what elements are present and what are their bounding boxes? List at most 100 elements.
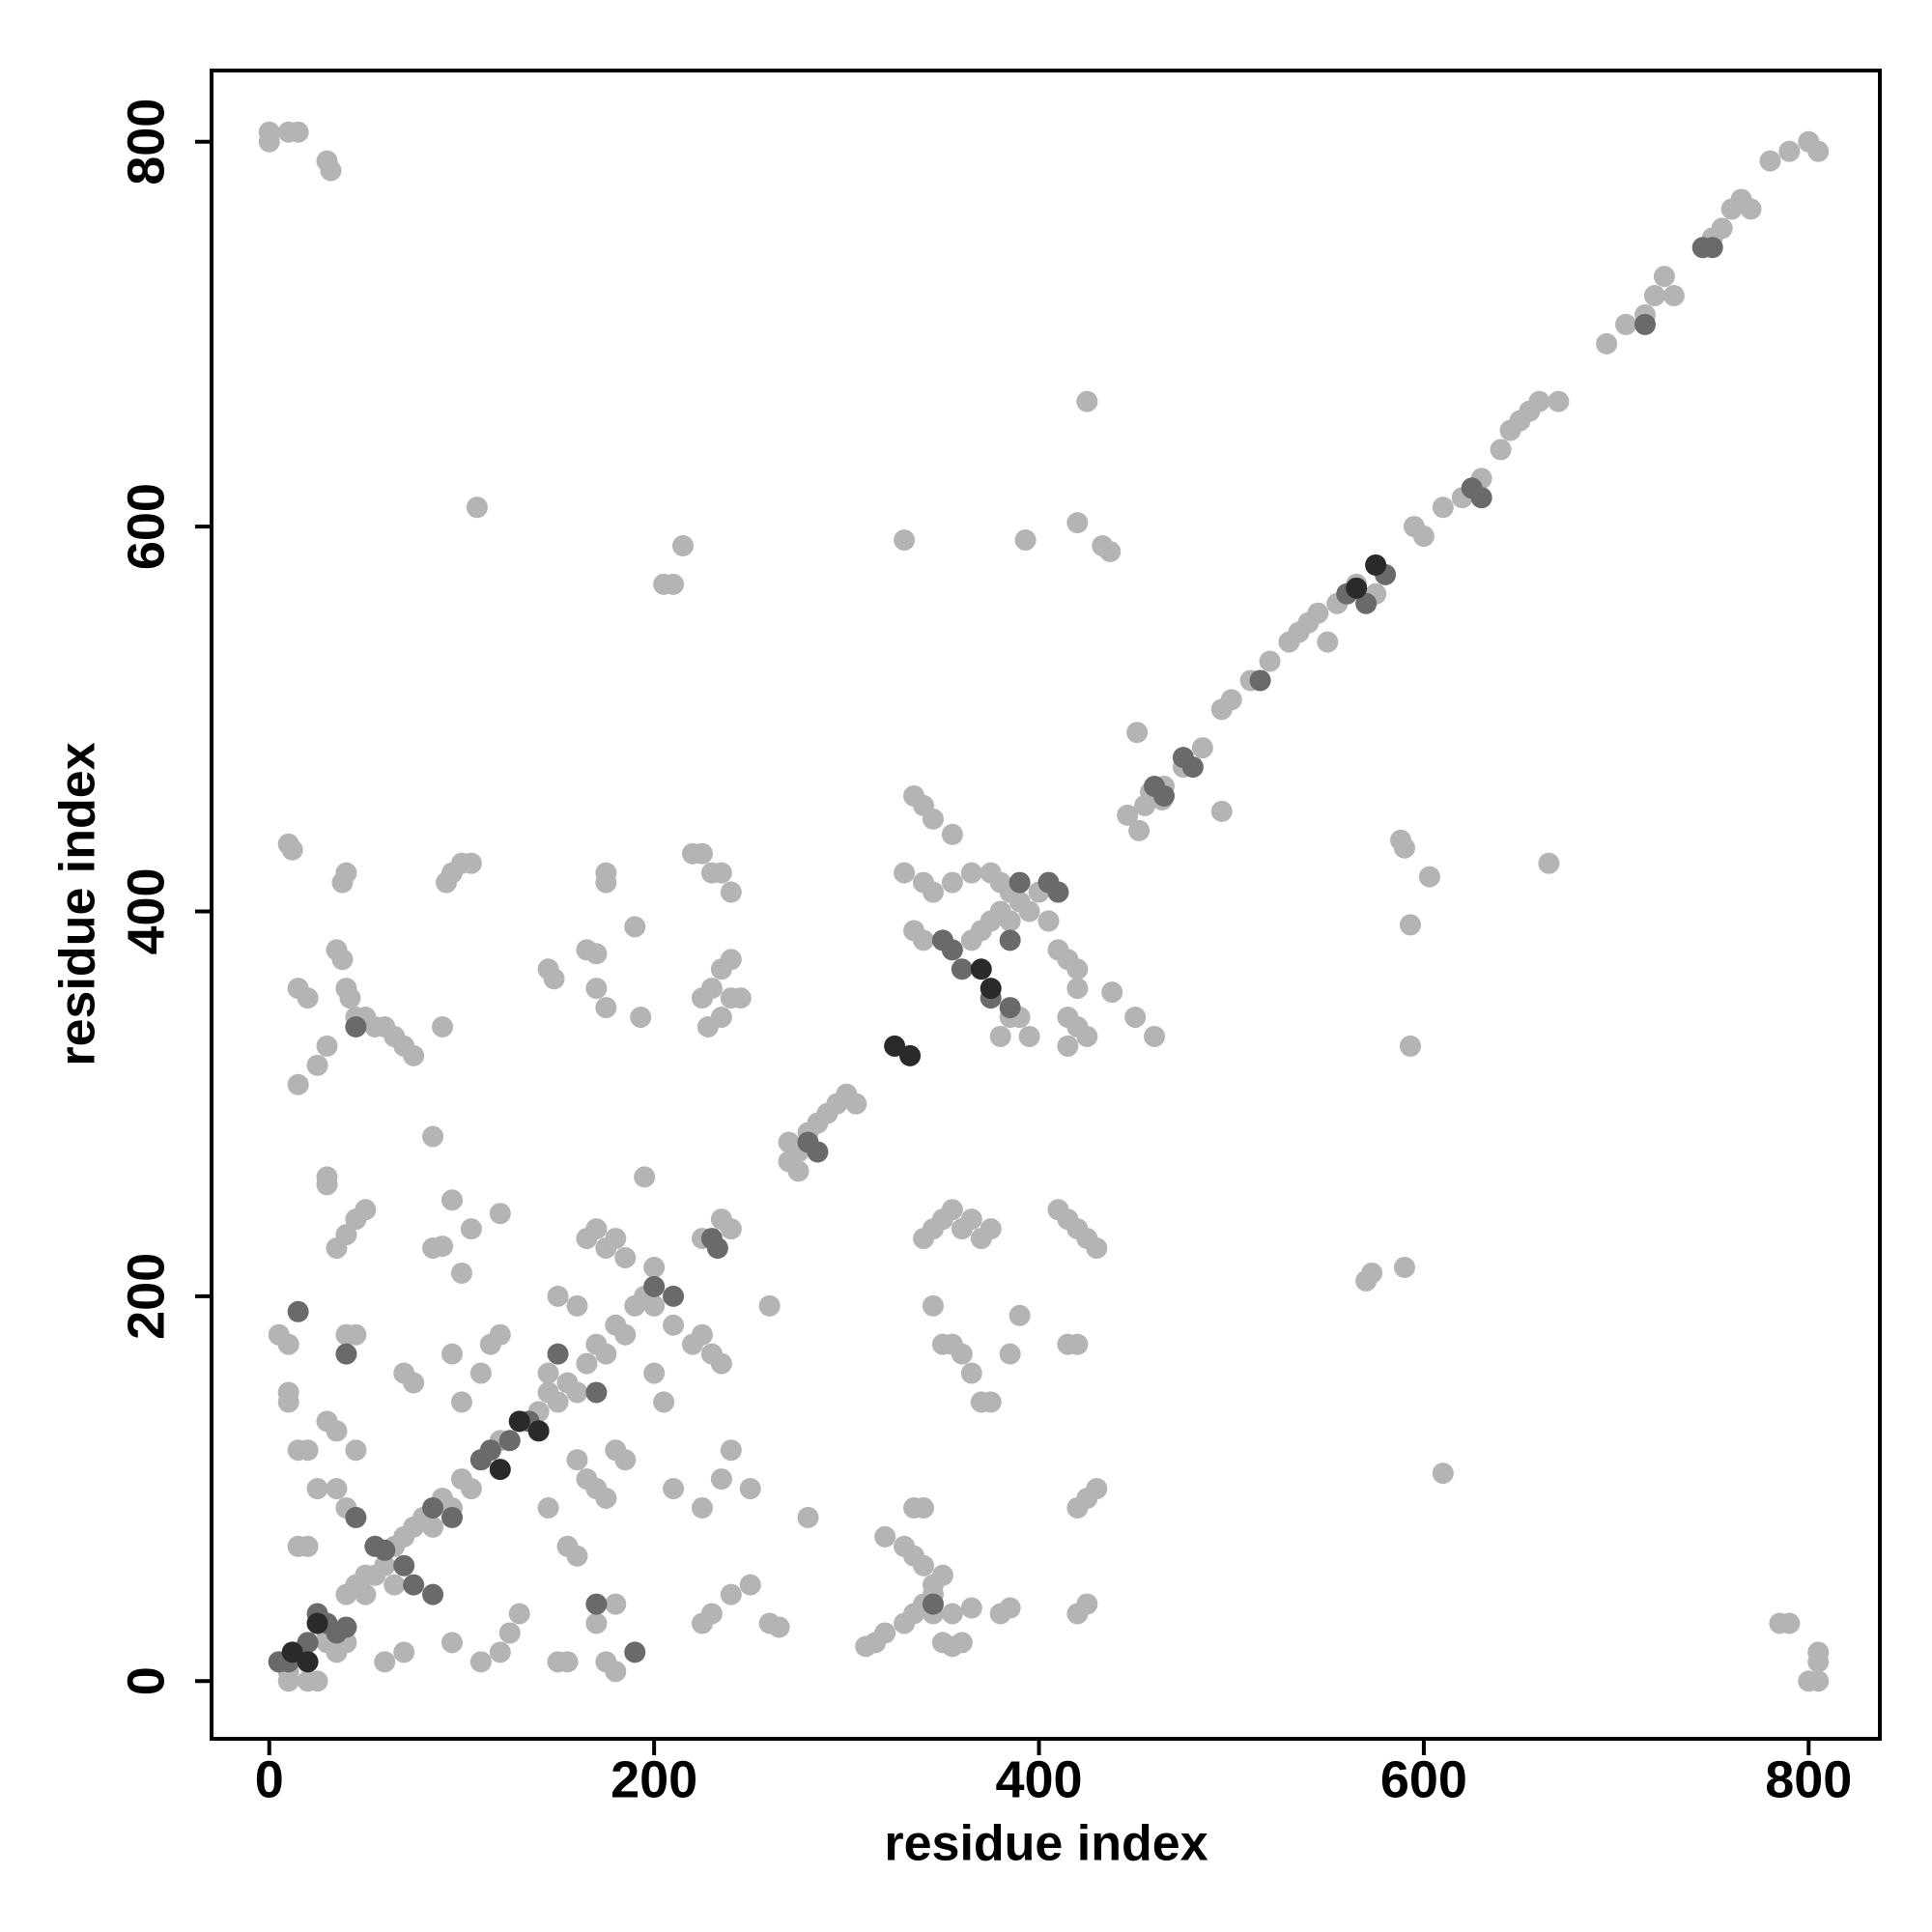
point: [884, 1035, 906, 1057]
y-axis-title: residue index: [50, 742, 106, 1065]
point: [710, 862, 732, 884]
point: [999, 1597, 1021, 1619]
point: [1076, 1025, 1098, 1047]
point: [469, 1362, 492, 1384]
point: [999, 1343, 1021, 1365]
point: [306, 1478, 328, 1500]
point: [1361, 1262, 1383, 1284]
point: [768, 1616, 790, 1638]
point: [1470, 487, 1492, 509]
point: [1393, 1256, 1415, 1278]
point: [595, 997, 617, 1019]
point: [1490, 439, 1512, 461]
point: [287, 1300, 309, 1322]
point: [710, 1352, 732, 1375]
point: [922, 1294, 944, 1317]
y-tick-label: 0: [117, 1666, 175, 1695]
point: [393, 1641, 415, 1663]
point: [1759, 150, 1781, 172]
point: [585, 1612, 608, 1634]
point: [339, 987, 361, 1009]
point: [258, 121, 280, 143]
point: [941, 1603, 963, 1625]
point: [1399, 914, 1421, 936]
point: [297, 1651, 319, 1673]
point: [605, 1593, 627, 1615]
point: [498, 1622, 521, 1644]
point: [374, 1651, 396, 1673]
point: [1144, 1025, 1166, 1047]
x-tick-label: 400: [995, 1750, 1082, 1808]
point: [758, 1294, 781, 1317]
point: [403, 1574, 425, 1596]
point: [566, 1294, 588, 1317]
point: [543, 968, 565, 990]
point: [547, 1285, 569, 1307]
point: [537, 1496, 559, 1519]
point: [436, 871, 458, 894]
point: [691, 842, 713, 865]
point: [306, 1612, 328, 1634]
point: [297, 1632, 319, 1654]
point: [1634, 313, 1656, 335]
point: [576, 1352, 598, 1375]
point: [1778, 140, 1801, 162]
point: [643, 1256, 666, 1278]
point: [1653, 266, 1675, 288]
point: [630, 1007, 652, 1029]
point: [566, 1449, 588, 1471]
point: [999, 929, 1021, 952]
point: [1418, 866, 1440, 888]
point: [1014, 529, 1037, 552]
point: [1711, 217, 1733, 240]
point: [566, 1381, 588, 1404]
point: [306, 1054, 328, 1076]
point: [1086, 1478, 1108, 1500]
point: [393, 1554, 415, 1577]
point: [335, 1224, 357, 1246]
point: [450, 1262, 472, 1284]
point: [624, 1641, 646, 1663]
point: [306, 1670, 328, 1692]
point: [331, 949, 354, 971]
point: [913, 1496, 935, 1519]
point: [287, 1073, 309, 1095]
point: [345, 1015, 367, 1037]
point: [374, 1539, 396, 1561]
point: [970, 958, 992, 980]
point: [1126, 722, 1149, 744]
point: [1346, 577, 1368, 599]
point: [277, 1670, 299, 1692]
point: [1365, 554, 1387, 576]
point: [403, 1372, 425, 1394]
point: [1076, 390, 1098, 412]
point: [960, 1597, 982, 1619]
point: [508, 1410, 530, 1433]
point: [1191, 737, 1213, 759]
point: [585, 1381, 608, 1404]
point: [1615, 313, 1637, 335]
point: [1390, 829, 1412, 851]
point: [277, 1391, 299, 1413]
point: [980, 978, 1002, 1000]
point: [281, 838, 303, 861]
point: [345, 1574, 367, 1596]
point: [653, 573, 675, 595]
point: [720, 949, 742, 971]
point: [479, 1439, 501, 1462]
point: [1066, 978, 1089, 1000]
x-axis-title: residue index: [884, 1816, 1208, 1872]
point: [422, 1237, 444, 1260]
point: [624, 916, 646, 938]
point: [422, 1496, 444, 1519]
point: [845, 1093, 867, 1115]
point: [980, 1391, 1002, 1413]
point: [489, 1323, 511, 1346]
point: [700, 978, 723, 1000]
point: [1355, 592, 1378, 614]
point: [1399, 1035, 1421, 1057]
point: [331, 871, 354, 894]
point: [1086, 1237, 1108, 1260]
point: [931, 1564, 953, 1586]
point: [1807, 140, 1830, 162]
